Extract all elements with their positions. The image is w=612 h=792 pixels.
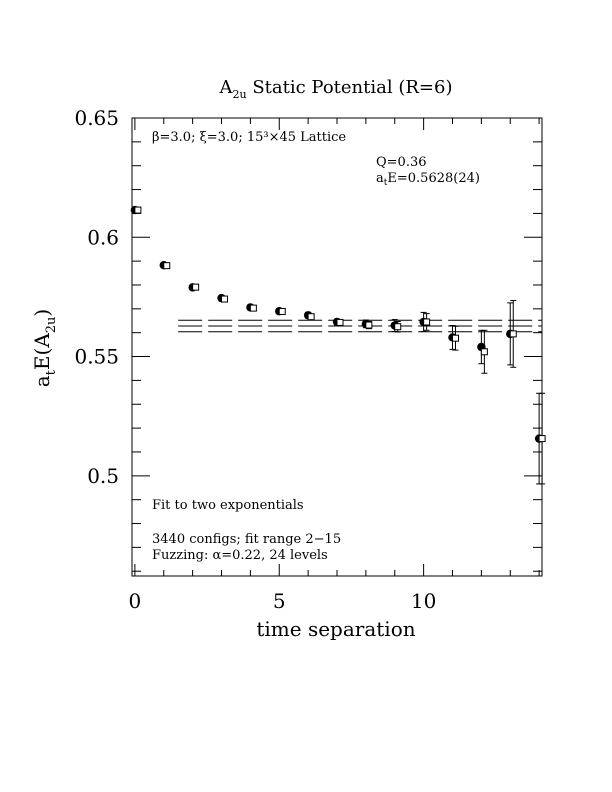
data-point-square <box>163 262 171 270</box>
y-axis-label: atE(A2u) <box>30 309 59 388</box>
data-point-square <box>394 323 402 331</box>
y-tick-label: 0.5 <box>87 464 119 488</box>
data-point-square <box>307 313 315 321</box>
fit-type-annotation: Fit to two exponentials <box>152 498 304 513</box>
fit-lines <box>178 319 542 333</box>
y-tick-label: 0.6 <box>87 225 119 249</box>
axis-ticks <box>132 117 542 576</box>
x-tick-label: 0 <box>129 589 142 613</box>
axis-tick-labels: 0 5 10 0.5 0.55 0.6 0.65 <box>74 106 436 613</box>
data-point-square <box>509 330 517 338</box>
x-tick-label: 10 <box>411 589 436 613</box>
data-point-square <box>336 318 344 326</box>
data-point-square <box>134 206 142 214</box>
chart-title: A2u Static Potential (R=6) <box>219 77 453 101</box>
data-point-square <box>192 283 200 291</box>
data-point-square <box>480 348 488 356</box>
y-tick-label: 0.65 <box>74 106 119 130</box>
fuzzing-annotation: Fuzzing: α=0.22, 24 levels <box>152 548 328 563</box>
data-point-square <box>538 435 546 443</box>
lattice-annotation: β=3.0; ξ=3.0; 15³×45 Lattice <box>152 130 346 145</box>
data-point-square <box>451 334 459 342</box>
data-markers <box>130 205 546 443</box>
x-tick-label: 5 <box>273 589 286 613</box>
configs-annotation: 3440 configs; fit range 2−15 <box>152 532 341 547</box>
data-point-square <box>278 307 286 315</box>
y-tick-label: 0.55 <box>74 345 119 369</box>
data-point-square <box>423 318 431 326</box>
q-annotation: Q=0.36 <box>376 155 427 170</box>
fit-energy-annotation: atE=0.5628(24) <box>376 171 480 188</box>
data-point-square <box>221 295 229 303</box>
data-point-square <box>249 304 257 312</box>
x-axis-label: time separation <box>256 617 415 641</box>
data-point-square <box>365 321 373 329</box>
